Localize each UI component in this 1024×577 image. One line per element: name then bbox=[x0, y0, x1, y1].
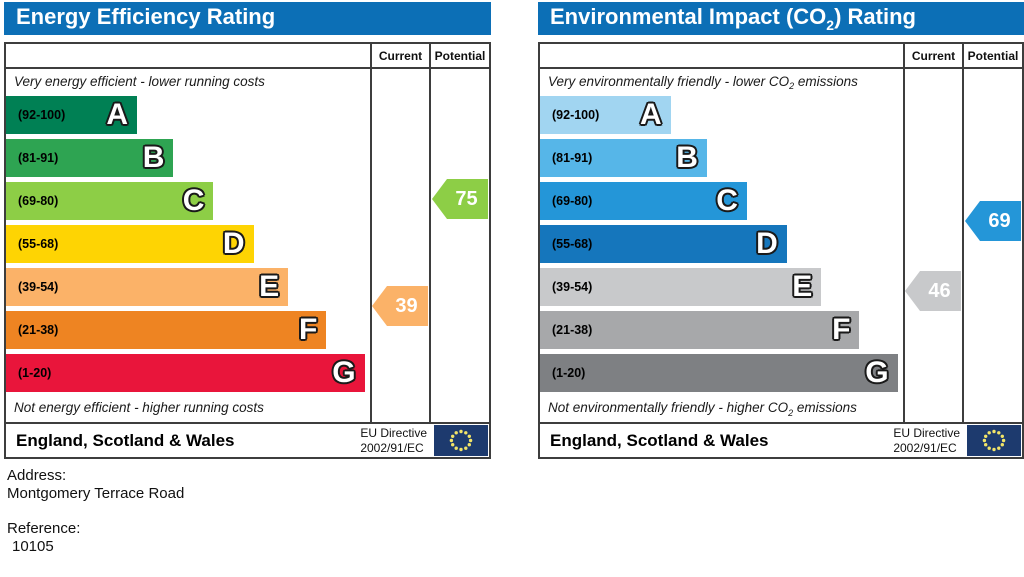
band-b: (81-91) B bbox=[6, 139, 174, 177]
band-a: (92-100) A bbox=[6, 96, 138, 134]
band-range-label: (69-80) bbox=[18, 194, 59, 208]
band-range-label: (21-38) bbox=[18, 323, 59, 337]
band-letter: G bbox=[865, 356, 889, 389]
address-label: Address: bbox=[7, 467, 67, 484]
band-c: (69-80) C bbox=[540, 182, 747, 220]
reference-label: Reference: bbox=[7, 520, 81, 537]
band-b: (81-91) B bbox=[540, 139, 707, 177]
env-top-note: Very environmentally friendly - lower CO… bbox=[548, 73, 858, 92]
env-footer: England, Scotland & Wales EU Directive 2… bbox=[538, 422, 1024, 459]
band-f: (21-38) F bbox=[6, 311, 327, 349]
address-value: Montgomery Terrace Road bbox=[7, 485, 185, 502]
env-title-text: Environmental Impact (CO bbox=[550, 4, 827, 30]
band-e: (39-54) E bbox=[540, 268, 822, 306]
band-range-label: (81-91) bbox=[552, 151, 593, 165]
band-range-label: (92-100) bbox=[552, 108, 600, 122]
env-bands: (92-100) A (81-91) B (69-80) C (55-68) D (39-54)… bbox=[540, 96, 903, 392]
env-chart-body: Very environmentally friendly - lower CO… bbox=[540, 69, 903, 422]
env-current-column-header: Current bbox=[903, 44, 962, 69]
band-letter: D bbox=[222, 227, 245, 260]
environmental-impact-panel: Environmental Impact (CO2) Rating Curren… bbox=[538, 2, 1024, 459]
band-letter: F bbox=[298, 313, 318, 346]
band-letter: F bbox=[832, 313, 851, 346]
band-e: (39-54) E bbox=[6, 268, 289, 306]
band-letter: G bbox=[332, 356, 356, 389]
energy-chart-body: Very energy efficient - lower running co… bbox=[6, 69, 370, 422]
band-letter: C bbox=[716, 184, 738, 217]
band-range-label: (1-20) bbox=[552, 366, 586, 380]
band-range-label: (39-54) bbox=[552, 280, 593, 294]
band-range-label: (92-100) bbox=[18, 108, 66, 122]
env-eu-directive-label: EU Directive 2002/91/EC bbox=[893, 426, 960, 455]
env-current-column: 46 bbox=[903, 69, 962, 422]
energy-current-column-header: Current bbox=[370, 44, 429, 69]
band-range-label: (55-68) bbox=[552, 237, 593, 251]
env-header-spacer bbox=[540, 44, 903, 69]
energy-eu-directive-label: EU Directive 2002/91/EC bbox=[360, 426, 427, 455]
band-g: (1-20) G bbox=[540, 354, 898, 392]
band-range-label: (1-20) bbox=[18, 366, 52, 380]
energy-region-label: England, Scotland & Wales bbox=[16, 430, 235, 450]
band-letter: A bbox=[640, 98, 662, 131]
energy-bands: (92-100) A (81-91) B (69-80) C (55-68) D (39-54)… bbox=[6, 96, 370, 392]
band-d: (55-68) D bbox=[540, 225, 787, 263]
env-region-label: England, Scotland & Wales bbox=[550, 430, 769, 450]
band-g: (1-20) G bbox=[6, 354, 365, 392]
spacer bbox=[7, 503, 184, 520]
env-bottom-note: Not environmentally friendly - higher CO… bbox=[548, 400, 857, 418]
env-chart-box: Current Potential Very environmentally f… bbox=[538, 42, 1024, 424]
energy-chart-box: Current Potential Very energy efficient … bbox=[4, 42, 491, 424]
energy-potential-column: 75 bbox=[429, 69, 489, 422]
energy-potential-column-header: Potential bbox=[429, 44, 489, 69]
energy-panel-title: Energy Efficiency Rating bbox=[4, 2, 491, 35]
band-letter: B bbox=[142, 141, 165, 174]
band-c: (69-80) C bbox=[6, 182, 214, 220]
reference-value: 10105 bbox=[12, 538, 54, 555]
band-range-label: (21-38) bbox=[552, 323, 593, 337]
eu-flag-icon bbox=[434, 425, 488, 456]
env-current-arrow: 46 bbox=[905, 271, 961, 311]
energy-title-text: Energy Efficiency Rating bbox=[16, 4, 276, 30]
band-d: (55-68) D bbox=[6, 225, 254, 263]
band-letter: A bbox=[106, 98, 129, 131]
band-letter: C bbox=[182, 184, 205, 217]
energy-header-spacer bbox=[6, 44, 370, 69]
band-range-label: (69-80) bbox=[552, 194, 593, 208]
band-a: (92-100) A bbox=[540, 96, 671, 134]
band-range-label: (55-68) bbox=[18, 237, 59, 251]
energy-bottom-note: Not energy efficient - higher running co… bbox=[14, 400, 264, 416]
band-letter: D bbox=[756, 227, 778, 260]
energy-efficiency-panel: Energy Efficiency Rating Current Potenti… bbox=[4, 2, 491, 459]
band-letter: E bbox=[792, 270, 813, 303]
env-potential-column-header: Potential bbox=[962, 44, 1022, 69]
env-potential-column: 69 bbox=[962, 69, 1022, 422]
energy-current-arrow: 39 bbox=[372, 286, 428, 326]
energy-top-note: Very energy efficient - lower running co… bbox=[14, 73, 265, 89]
env-panel-title: Environmental Impact (CO2) Rating bbox=[538, 2, 1024, 35]
band-f: (21-38) F bbox=[540, 311, 860, 349]
band-letter: E bbox=[259, 270, 280, 303]
energy-footer: England, Scotland & Wales EU Directive 2… bbox=[4, 422, 491, 459]
band-range-label: (39-54) bbox=[18, 280, 59, 294]
band-range-label: (81-91) bbox=[18, 151, 59, 165]
address-block: Address: Montgomery Terrace Road Referen… bbox=[7, 467, 184, 556]
eu-flag-icon bbox=[967, 425, 1021, 456]
band-letter: B bbox=[676, 141, 698, 174]
env-potential-arrow: 69 bbox=[965, 201, 1021, 241]
energy-current-column: 39 bbox=[370, 69, 429, 422]
energy-potential-arrow: 75 bbox=[432, 179, 488, 219]
